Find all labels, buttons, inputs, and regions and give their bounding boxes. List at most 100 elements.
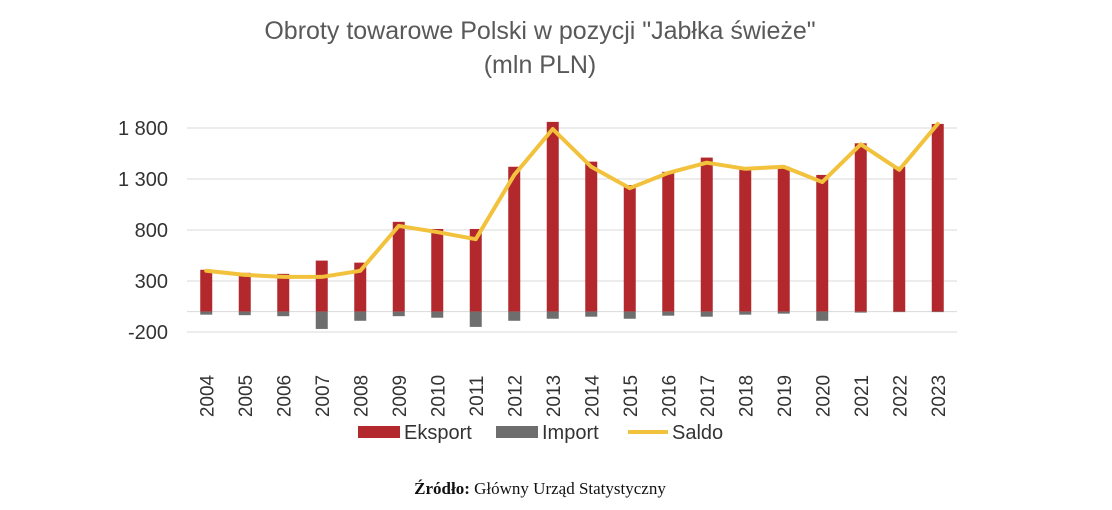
x-tick-label: 2013 — [544, 375, 565, 417]
source-label: Źródło: — [414, 479, 470, 498]
x-tick-label: 2005 — [236, 375, 257, 417]
bar-eksport — [931, 123, 944, 312]
saldo-point — [244, 274, 246, 276]
bar-import — [469, 311, 482, 327]
saldo-point — [667, 172, 669, 174]
bar-eksport — [315, 260, 328, 312]
bar-eksport — [431, 228, 444, 312]
x-tick-label: 2014 — [582, 374, 603, 417]
y-axis-ticks: 1 800 1 300 800 300 -200 — [118, 118, 168, 344]
saldo-point — [937, 123, 939, 125]
bar-import — [700, 311, 713, 317]
bar-eksport — [700, 157, 713, 312]
bar-import — [893, 311, 906, 313]
bar-import — [354, 311, 367, 321]
saldo-point — [513, 174, 515, 176]
x-tick-label: 2007 — [313, 375, 334, 417]
bar-import — [585, 311, 598, 317]
saldo-point — [590, 166, 592, 168]
bar-eksport — [739, 167, 752, 312]
gridlines — [187, 127, 957, 333]
x-tick-label: 2010 — [428, 375, 449, 417]
x-tick-label: 2015 — [621, 375, 642, 417]
y-tick-label: 1 800 — [118, 118, 168, 140]
y-tick-label: 300 — [135, 271, 168, 293]
legend-label-import: Import — [542, 422, 599, 444]
x-tick-label: 2011 — [467, 376, 488, 417]
saldo-point — [321, 276, 323, 278]
bar-eksport — [200, 269, 213, 312]
y-tick-label: -200 — [128, 322, 168, 344]
bar-eksport — [392, 221, 405, 312]
bar-import — [739, 311, 752, 315]
bar-eksport — [585, 161, 598, 312]
bar-eksport — [277, 273, 290, 312]
x-tick-label: 2012 — [505, 375, 526, 417]
saldo-point — [436, 231, 438, 233]
saldo-point — [783, 166, 785, 168]
x-tick-label: 2008 — [351, 375, 372, 417]
saldo-point — [475, 238, 477, 240]
x-tick-label: 2017 — [698, 375, 719, 417]
chart-title-line: Obroty towarowe Polski w pozycji "Jabłka… — [264, 17, 816, 45]
legend-label-eksport: Eksport — [404, 422, 472, 444]
x-tick-label: 2023 — [929, 375, 950, 417]
saldo-point — [821, 181, 823, 183]
legend: Eksport Import Saldo — [358, 422, 723, 444]
y-tick-label: 1 300 — [118, 169, 168, 191]
x-tick-label: 2006 — [274, 375, 295, 417]
saldo-point — [860, 143, 862, 145]
x-tick-label: 2016 — [659, 375, 680, 417]
bar-import — [431, 311, 444, 318]
bar-import — [816, 311, 829, 321]
bar-import — [508, 311, 521, 321]
x-axis-ticks: 2004 2005 2006 2007 2008 2009 2010 2011 2012 2013… — [197, 374, 950, 417]
saldo-point — [706, 162, 708, 164]
x-tick-label: 2009 — [390, 375, 411, 417]
legend-swatch-eksport — [358, 426, 400, 438]
saldo-line — [204, 121, 940, 279]
bar-eksport — [816, 174, 829, 312]
bar-eksport — [777, 166, 790, 312]
x-tick-label: 2022 — [890, 375, 911, 417]
source-note: Źródło: Główny Urząd Statystyczny — [0, 479, 1080, 499]
saldo-point — [629, 187, 631, 189]
saldo-point — [282, 276, 284, 278]
x-tick-label: 2018 — [736, 375, 757, 417]
x-tick-label: 2020 — [813, 375, 834, 417]
bar-import — [315, 311, 328, 329]
bar-import — [546, 311, 559, 319]
chart-title: Obroty towarowe Polski w pozycji "Jabłka… — [0, 14, 1080, 82]
bar-eksport — [546, 121, 559, 312]
x-tick-label: 2004 — [197, 374, 218, 417]
bar-eksport — [354, 262, 367, 312]
saldo-point — [898, 169, 900, 171]
bar-eksport — [662, 171, 675, 312]
bar-eksport — [893, 166, 906, 312]
source-text: Główny Urząd Statystyczny — [469, 479, 666, 498]
bar-import — [662, 311, 675, 316]
saldo-line-layer — [204, 121, 940, 279]
bar-import — [623, 311, 636, 319]
saldo-point — [744, 168, 746, 170]
legend-label-saldo: Saldo — [672, 422, 723, 444]
bar-eksport — [508, 166, 521, 312]
bar-eksport — [854, 143, 867, 312]
bar-import — [854, 311, 867, 313]
bars — [200, 121, 944, 329]
bar-import — [931, 311, 944, 313]
bar-import — [200, 311, 213, 315]
bar-import — [392, 311, 405, 317]
y-tick-label: 800 — [135, 220, 168, 242]
bar-eksport — [623, 185, 636, 312]
saldo-point — [398, 225, 400, 227]
saldo-point — [359, 270, 361, 272]
chart-subtitle: (mln PLN) — [483, 51, 597, 79]
bar-import — [238, 311, 251, 316]
x-tick-label: 2019 — [775, 375, 796, 417]
saldo-point — [205, 270, 207, 272]
bar-import — [277, 311, 290, 317]
bar-import — [777, 311, 790, 314]
saldo-point — [552, 128, 554, 130]
